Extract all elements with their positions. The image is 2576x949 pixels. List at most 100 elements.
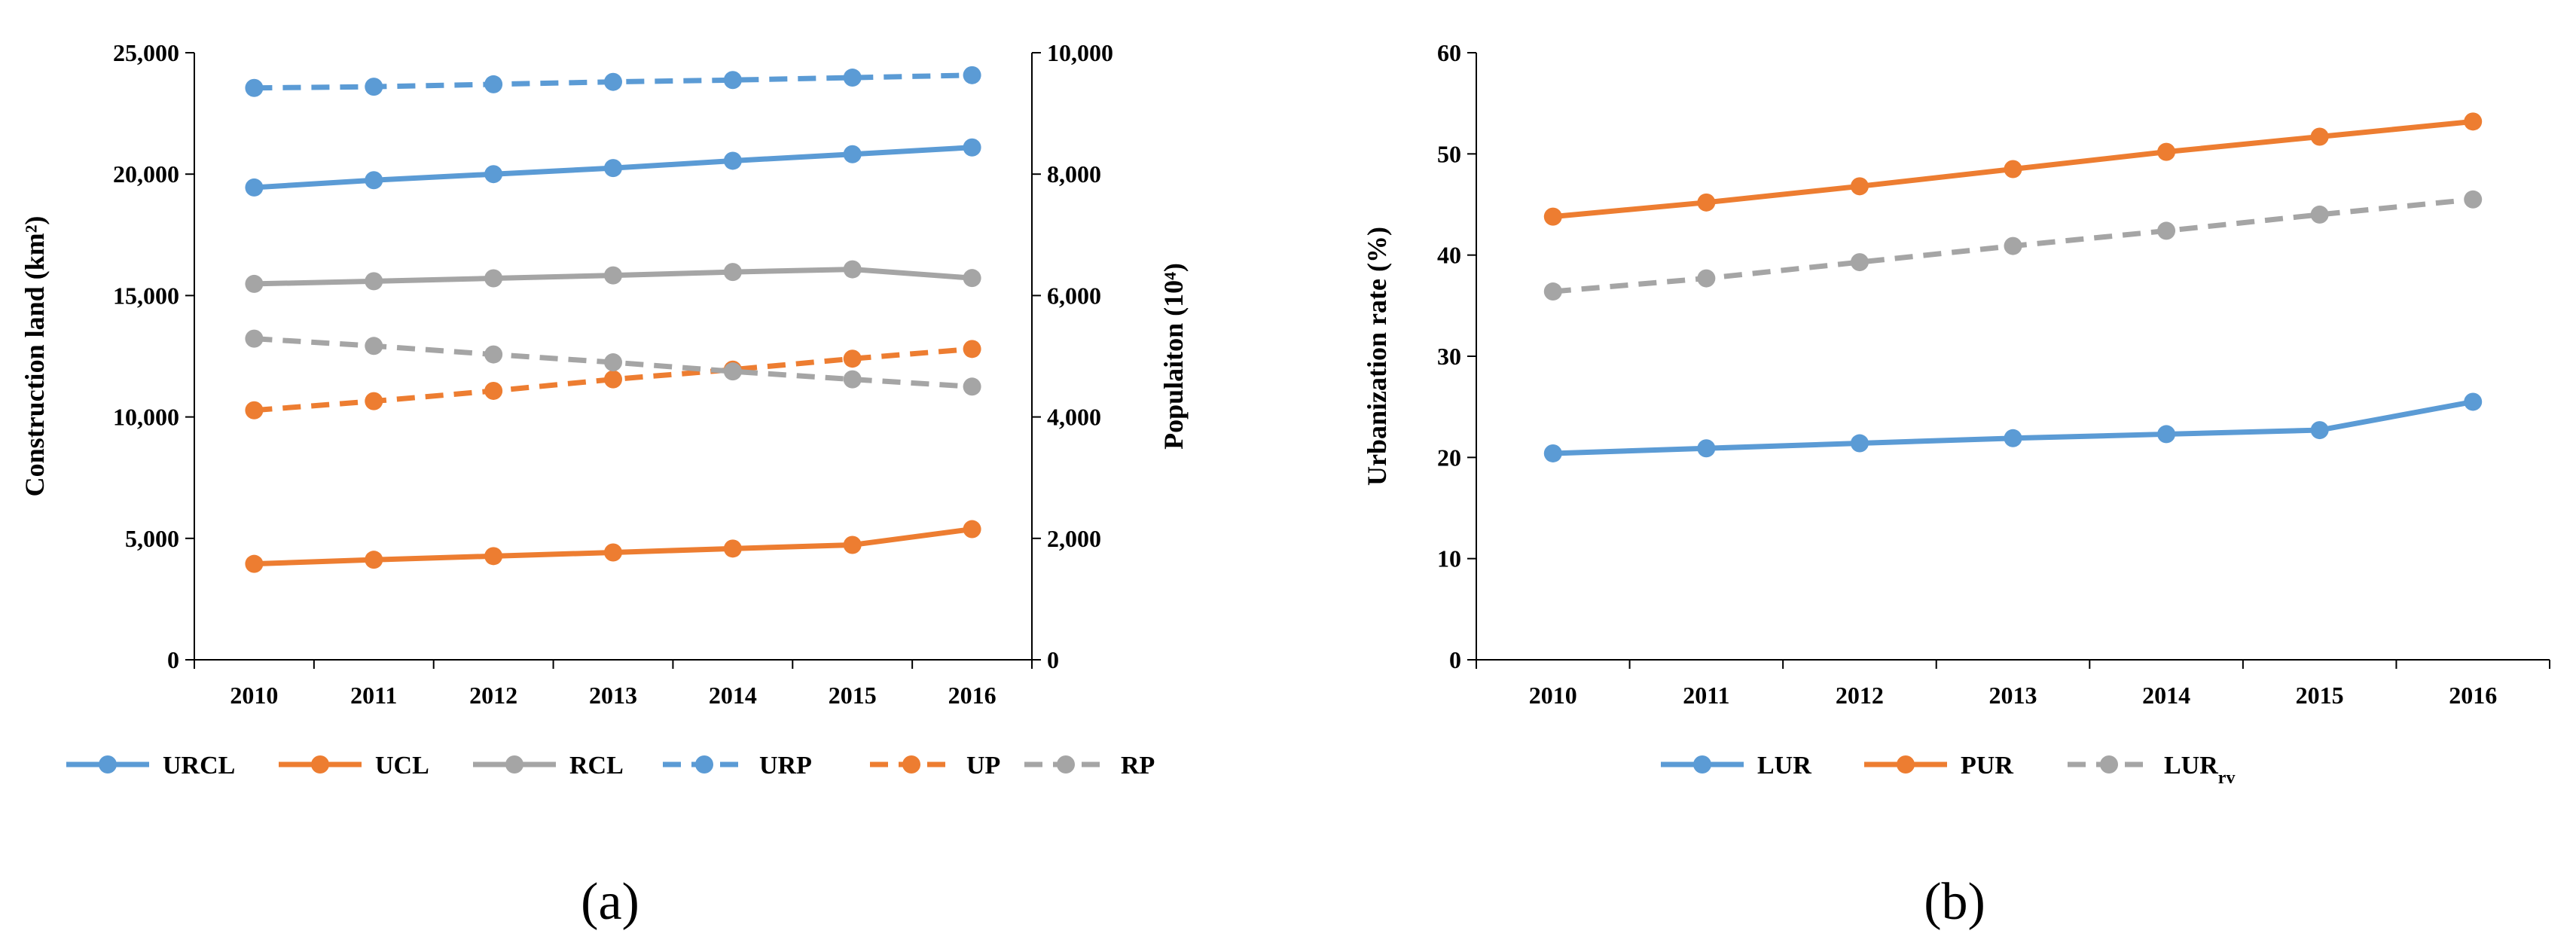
x-tick-label: 2011 xyxy=(1683,682,1729,709)
data-point-up xyxy=(604,370,622,389)
legend-marker-lurrv xyxy=(2100,755,2118,774)
data-point-rcl xyxy=(245,274,264,293)
data-point-rcl xyxy=(484,269,503,288)
legend-label-urcl: URCL xyxy=(163,752,235,780)
legend-marker-up xyxy=(902,755,920,774)
data-point-lur xyxy=(1697,439,1716,458)
x-tick-label: 2011 xyxy=(350,682,397,709)
data-point-up xyxy=(843,349,862,368)
data-point-lur xyxy=(1850,434,1869,453)
data-point-rcl xyxy=(723,263,742,282)
x-tick-label: 2016 xyxy=(948,682,997,709)
x-tick-label: 2014 xyxy=(709,682,757,709)
data-point-urp xyxy=(365,78,383,96)
data-point-rcl xyxy=(963,269,981,288)
data-point-rp xyxy=(723,362,742,381)
data-point-rcl xyxy=(365,272,383,291)
data-point-lurrv xyxy=(1850,253,1869,272)
data-point-urp xyxy=(245,78,264,97)
panel-label: (b) xyxy=(1924,873,1985,931)
y-tick-label: 10,000 xyxy=(113,404,179,431)
data-point-ucl xyxy=(365,551,383,569)
data-point-rcl xyxy=(843,260,862,279)
x-tick-label: 2015 xyxy=(2296,682,2344,709)
data-point-lur xyxy=(2310,421,2329,440)
legend-marker-ucl xyxy=(311,755,329,774)
y-tick-label: 30 xyxy=(1437,343,1461,370)
data-point-up xyxy=(963,340,981,359)
legend-label-pur: PUR xyxy=(1961,752,2013,780)
data-point-rp xyxy=(843,370,862,389)
data-point-urcl xyxy=(604,159,622,178)
data-point-lur xyxy=(2464,392,2483,411)
y2-tick-label: 6,000 xyxy=(1047,282,1101,309)
y-axis-title: Urbanization rate (%) xyxy=(1362,227,1392,486)
y-tick-label: 25,000 xyxy=(113,39,179,66)
data-point-rcl xyxy=(604,266,622,285)
data-point-pur xyxy=(2464,112,2483,131)
data-point-urcl xyxy=(723,151,742,170)
data-point-ucl xyxy=(963,520,981,539)
x-tick-label: 2010 xyxy=(230,682,278,709)
data-point-urcl xyxy=(245,178,264,197)
data-point-urp xyxy=(604,72,622,91)
data-point-lurrv xyxy=(2157,221,2176,240)
data-point-urp xyxy=(723,71,742,90)
data-point-rp xyxy=(245,329,264,348)
data-point-ucl xyxy=(723,539,742,558)
y2-tick-label: 2,000 xyxy=(1047,525,1101,552)
data-point-up xyxy=(365,392,383,410)
chart-b: 0 10 20 30 40 50 60 2010 2011 2012 2013 2014 2015 201… xyxy=(1362,39,2550,931)
y-tick-label: 40 xyxy=(1437,242,1461,269)
data-point-pur xyxy=(1850,177,1869,196)
y-tick-label: 0 xyxy=(167,646,179,673)
x-tick-label: 2013 xyxy=(1989,682,2037,709)
data-point-rp xyxy=(365,337,383,355)
data-point-urcl xyxy=(484,165,503,184)
y2-tick-label: 0 xyxy=(1047,646,1059,673)
y2-axis-title: Populaiton (10⁴) xyxy=(1158,263,1189,450)
data-point-rp xyxy=(963,377,981,396)
x-tick-label: 2015 xyxy=(829,682,877,709)
y2-tick-label: 10,000 xyxy=(1047,39,1113,66)
y-tick-label: 5,000 xyxy=(125,525,179,552)
legend-label-up: UP xyxy=(966,752,1000,780)
x-tick-label: 2014 xyxy=(2142,682,2190,709)
data-point-pur xyxy=(2004,160,2022,179)
y-tick-label: 60 xyxy=(1437,39,1461,66)
legend-label-ucl: UCL xyxy=(375,752,429,780)
y2-tick-label: 8,000 xyxy=(1047,160,1101,188)
data-point-urcl xyxy=(365,171,383,190)
legend-label-subscript: rv xyxy=(2218,768,2236,788)
legend-label-urp: URP xyxy=(759,752,812,780)
x-tick-label: 2013 xyxy=(589,682,637,709)
data-point-lurrv xyxy=(2464,190,2483,209)
x-tick-label: 2010 xyxy=(1529,682,1577,709)
data-point-lur xyxy=(2157,425,2176,444)
legend-marker-lur xyxy=(1693,755,1711,774)
data-point-rp xyxy=(484,345,503,364)
data-point-urp xyxy=(843,69,862,87)
y-axis-title: Construction land (km²) xyxy=(20,216,50,497)
data-point-urcl xyxy=(963,138,981,157)
y-tick-label: 15,000 xyxy=(113,282,179,309)
data-point-lur xyxy=(1543,444,1562,462)
data-point-lur xyxy=(2004,429,2022,447)
data-point-pur xyxy=(1543,207,1562,226)
panel-label: (a) xyxy=(581,873,639,931)
data-point-lurrv xyxy=(1697,269,1716,288)
x-tick-label: 2012 xyxy=(1836,682,1884,709)
data-point-lurrv xyxy=(1543,282,1562,301)
data-point-up xyxy=(484,381,503,400)
x-tick-label: 2012 xyxy=(469,682,517,709)
data-point-ucl xyxy=(484,547,503,566)
y-tick-label: 0 xyxy=(1449,646,1461,673)
y-tick-label: 20 xyxy=(1437,444,1461,471)
legend-marker-pur xyxy=(1897,755,1915,774)
legend-label-lur: LUR xyxy=(1757,752,1811,780)
data-point-pur xyxy=(2310,127,2329,146)
data-point-lurrv xyxy=(2310,205,2329,224)
y-tick-label: 20,000 xyxy=(113,160,179,188)
x-tick-label: 2016 xyxy=(2449,682,2497,709)
